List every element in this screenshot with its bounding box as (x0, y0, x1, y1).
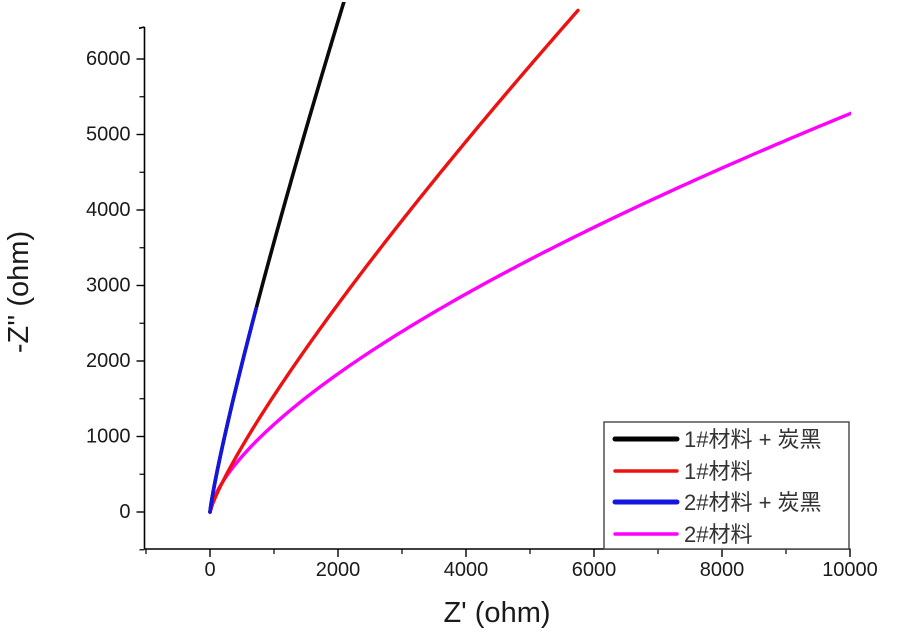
svg-text:2#材料: 2#材料 (684, 522, 752, 547)
svg-text:5000: 5000 (86, 124, 131, 146)
svg-text:2000: 2000 (316, 559, 361, 581)
svg-text:6000: 6000 (572, 559, 617, 581)
svg-text:1#材料 + 炭黑: 1#材料 + 炭黑 (684, 427, 822, 452)
svg-text:-Z'' (ohm): -Z'' (ohm) (3, 231, 35, 353)
svg-text:0: 0 (119, 501, 130, 523)
svg-text:Z' (ohm): Z' (ohm) (443, 597, 550, 629)
svg-text:2#材料 + 炭黑: 2#材料 + 炭黑 (684, 490, 822, 515)
svg-text:4000: 4000 (86, 199, 131, 221)
svg-text:2000: 2000 (86, 350, 131, 372)
svg-text:4000: 4000 (444, 559, 489, 581)
svg-text:8000: 8000 (700, 559, 745, 581)
svg-text:10000: 10000 (822, 559, 878, 581)
svg-text:1000: 1000 (86, 426, 131, 448)
svg-text:6000: 6000 (86, 48, 131, 70)
svg-text:3000: 3000 (86, 275, 131, 297)
svg-text:1#材料: 1#材料 (684, 459, 752, 484)
svg-text:0: 0 (204, 559, 215, 581)
